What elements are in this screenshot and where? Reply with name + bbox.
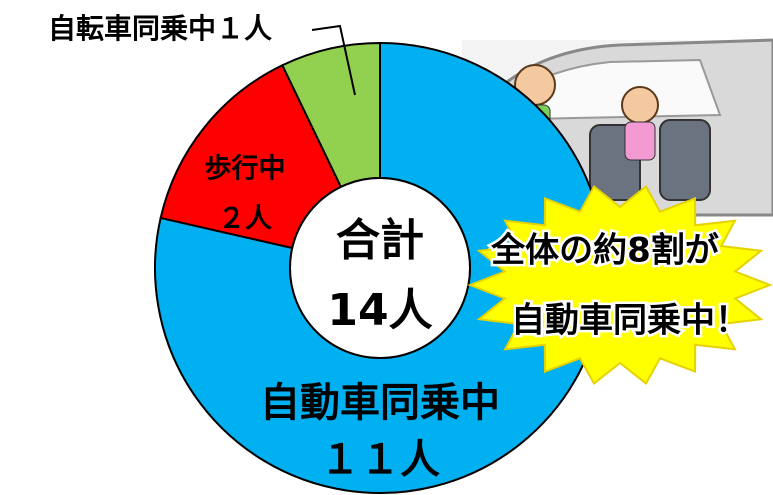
segment-label: 自転車同乗中	[48, 12, 216, 45]
value-label: １１人	[320, 437, 440, 483]
center-label: 14人	[327, 285, 432, 336]
annotation: 自動車同乗中！	[511, 301, 749, 341]
segment-label: 自動車同乗中	[260, 380, 500, 426]
segment-label: 歩行中	[205, 153, 286, 185]
chart: 自動車同乗中 １１人 歩行中 ２人 自転車同乗中１人合計 14人 全体の約8割が自動車同乗…	[0, 0, 773, 495]
annotation: 全体の約8割が	[490, 231, 719, 271]
segment-label-group: 自転車同乗中１人	[48, 12, 272, 45]
value-label: １人	[216, 12, 272, 45]
center-label: 合計	[336, 215, 424, 266]
value-label: ２人	[218, 204, 272, 235]
